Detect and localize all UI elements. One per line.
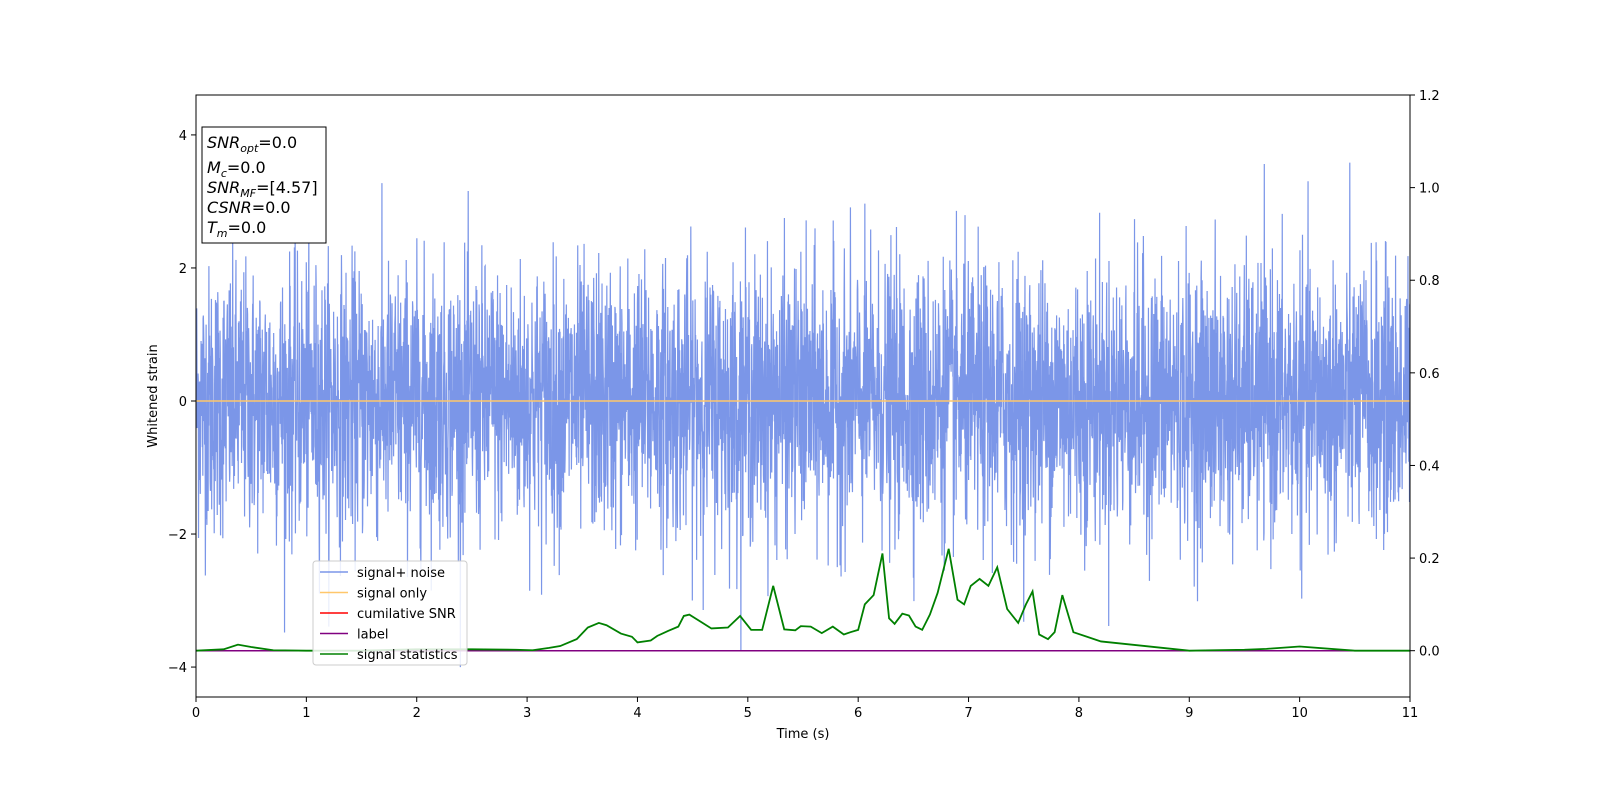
x-tick-label: 3 [523, 706, 531, 721]
series-signal-plus-noise [196, 162, 1410, 668]
x-tick-label: 6 [854, 706, 862, 721]
x-tick-label: 2 [413, 706, 421, 721]
y-left-tick-label: 4 [179, 129, 187, 144]
legend-signal-only-label: signal only [357, 587, 427, 602]
y-left-tick-label: −4 [168, 661, 187, 676]
info-lines: SNRopt=0.0 Mc=0.0SNRMF=[4.57]CSNR=0.0Tm=0… [207, 133, 318, 240]
legend-signal-statistics-label: signal statistics [357, 648, 458, 663]
y-right-tick-label: 0.6 [1419, 367, 1440, 382]
x-tick-label: 8 [1075, 706, 1083, 721]
x-tick-label: 1 [302, 706, 310, 721]
info-line: SNRopt=0.0 [207, 133, 297, 155]
info-line: Tm=0.0 [207, 218, 266, 240]
legend: signal+ noise signal only cumilative SNR la… [312, 560, 468, 666]
legend-label-label: label [357, 628, 388, 643]
y-right-tick-label: 0.2 [1419, 552, 1440, 567]
legend-frame [312, 560, 468, 666]
y-right-tick-label: 0.4 [1419, 459, 1440, 474]
x-tick-label: 11 [1402, 706, 1419, 721]
x-tick-label: 5 [744, 706, 752, 721]
y-left-tick-label: −2 [168, 528, 187, 543]
y-left-tick-label: 0 [179, 395, 187, 410]
y-axis-label: Whitened strain [146, 344, 161, 447]
y-right-tick-label: 0.0 [1419, 645, 1440, 660]
legend-signal-plus-noise-label: signal+ noise [357, 566, 445, 581]
series-signal-statistics [196, 548, 1410, 652]
x-tick-label: 0 [192, 706, 200, 721]
y-right-tick-label: 1.0 [1419, 182, 1440, 197]
legend-cumilative-snr-label: cumilative SNR [357, 607, 456, 622]
x-axis-label: Time (s) [776, 727, 830, 742]
y-right-tick-label: 0.8 [1419, 274, 1440, 289]
ticks-layer: 0 1 2 3 4 5 6 7 8 9 10 11 −4 −2 0 2 4 0.0 0.2 0.4 0.6 0.8 1.0 1… [168, 89, 1440, 721]
info-line: Mc=0.0 [207, 158, 266, 180]
x-tick-label: 9 [1185, 706, 1193, 721]
info-box: SNRopt=0.0 Mc=0.0SNRMF=[4.57]CSNR=0.0Tm=0… [201, 126, 327, 244]
y-right-tick-label: 1.2 [1419, 89, 1440, 104]
x-tick-label: 10 [1291, 706, 1308, 721]
info-line: CSNR=0.0 [207, 198, 291, 217]
legend-items: signal+ noise signal only cumilative SNR la… [320, 566, 458, 663]
info-box-frame [201, 126, 327, 244]
x-tick-label: 7 [964, 706, 972, 721]
info-line: SNRMF=[4.57] [207, 178, 318, 200]
y-left-tick-label: 2 [179, 262, 187, 277]
x-tick-label: 4 [633, 706, 641, 721]
plot-frame [195, 94, 1411, 698]
